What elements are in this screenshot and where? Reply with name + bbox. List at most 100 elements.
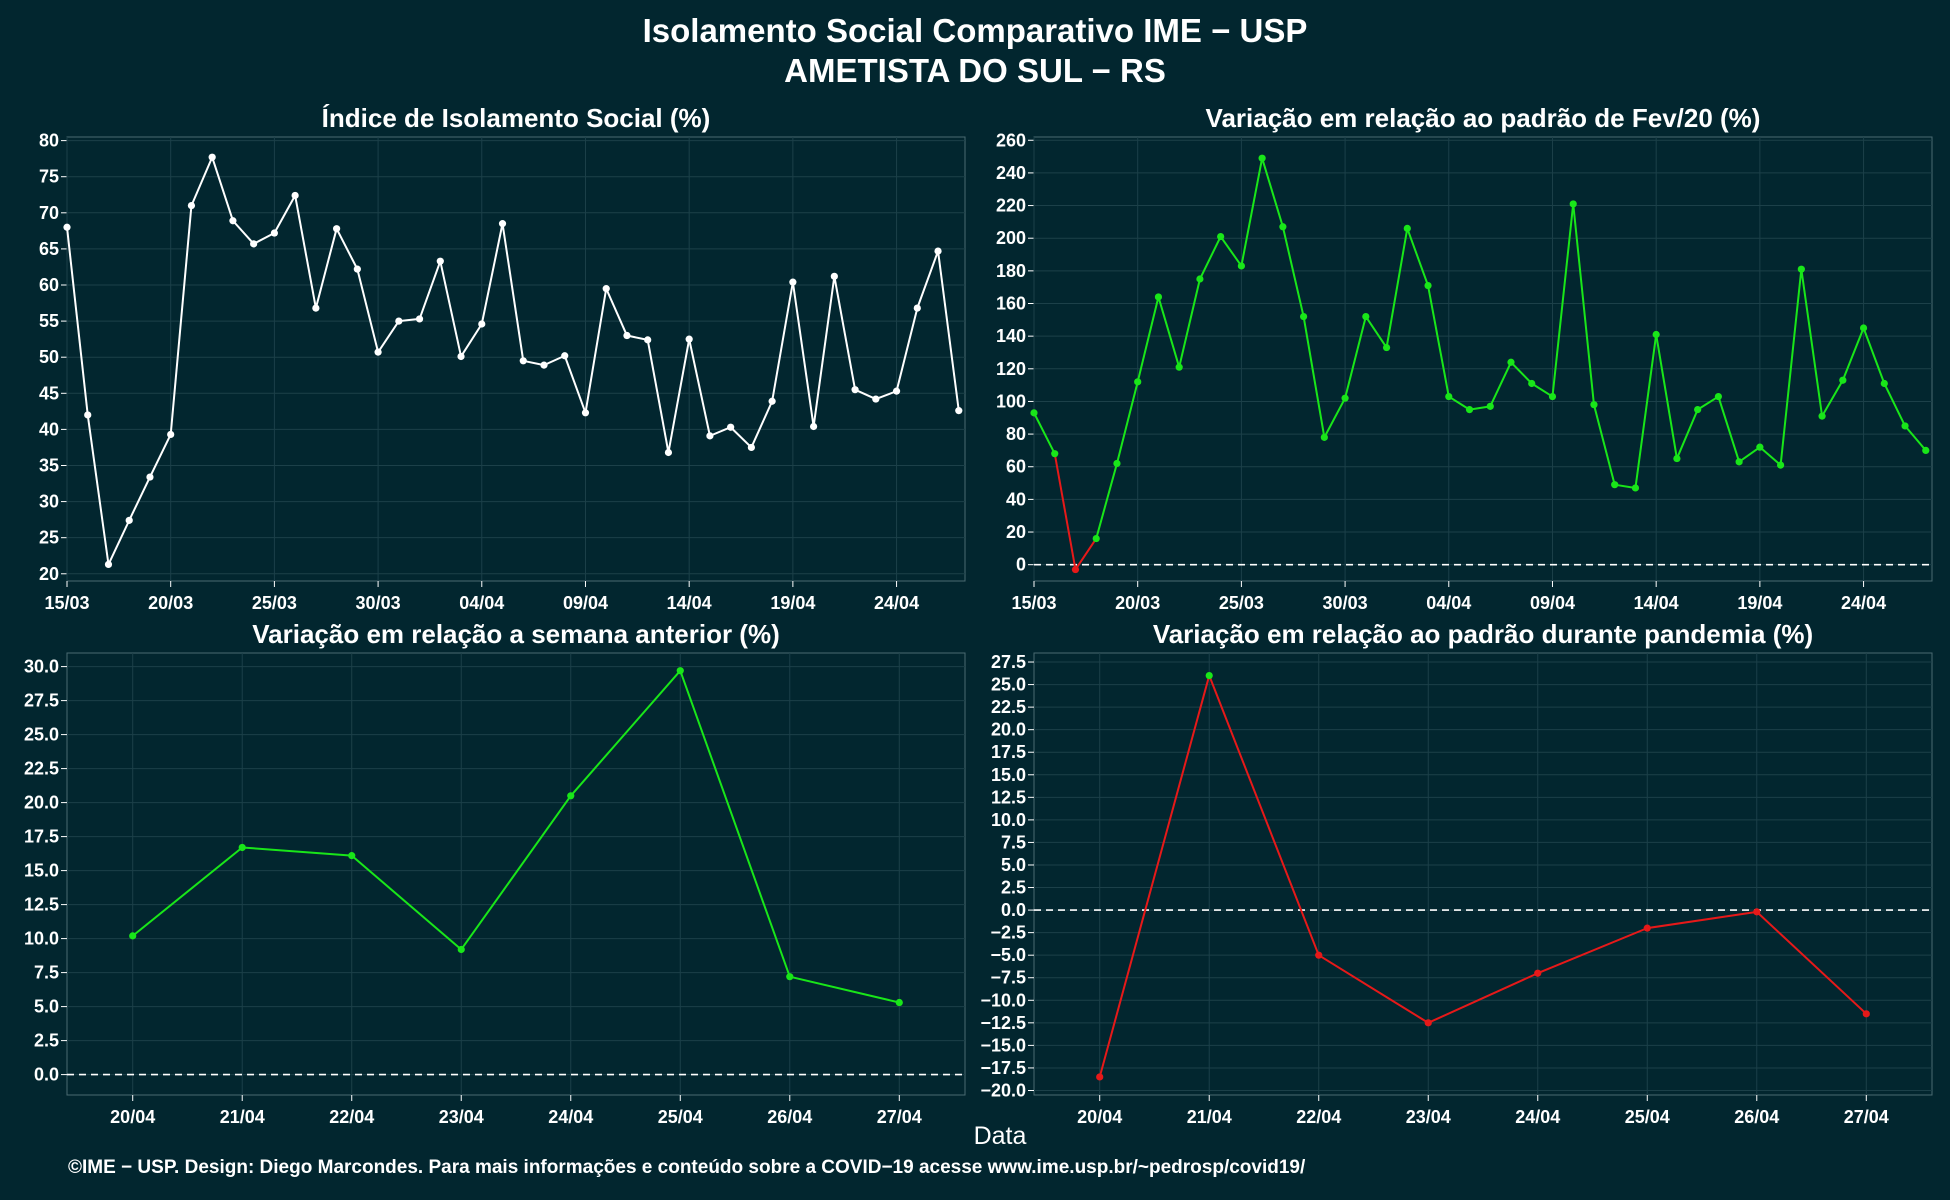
x-tick-label: 22/04 bbox=[1296, 1107, 1341, 1127]
series-segment bbox=[86, 414, 110, 565]
data-point bbox=[567, 792, 575, 800]
series-segment bbox=[1537, 927, 1648, 975]
x-tick-label: 22/04 bbox=[329, 1107, 374, 1127]
data-point bbox=[333, 225, 341, 233]
series-segment bbox=[1344, 316, 1367, 399]
data-point bbox=[1631, 484, 1640, 492]
data-point bbox=[1445, 392, 1453, 401]
data-point bbox=[1175, 363, 1183, 371]
x-tick-label: 14/04 bbox=[1634, 593, 1679, 613]
series-segment bbox=[232, 220, 255, 245]
data-point bbox=[208, 153, 216, 161]
data-point bbox=[1569, 200, 1577, 208]
y-tick-label: 35 bbox=[39, 455, 59, 475]
series-segment bbox=[1199, 236, 1222, 280]
y-tick-label: 2.5 bbox=[1001, 878, 1026, 898]
series-segment bbox=[1448, 395, 1471, 411]
series-segment bbox=[1759, 446, 1782, 466]
data-point bbox=[1611, 481, 1619, 489]
data-point bbox=[1652, 330, 1660, 339]
data-point bbox=[561, 352, 569, 360]
series-segment bbox=[1364, 316, 1388, 349]
series-segment bbox=[149, 434, 172, 478]
x-tick-label: 20/04 bbox=[1077, 1107, 1122, 1127]
data-point bbox=[1424, 281, 1432, 290]
data-point bbox=[851, 386, 859, 394]
data-point bbox=[1818, 412, 1826, 420]
y-tick-label: 100 bbox=[996, 391, 1026, 411]
series-segment bbox=[1427, 972, 1539, 1024]
data-point bbox=[498, 220, 507, 228]
y-tick-label: 220 bbox=[996, 196, 1026, 216]
series-segment bbox=[1157, 296, 1181, 368]
series-segment bbox=[1385, 228, 1409, 348]
data-point bbox=[1548, 392, 1557, 401]
data-point bbox=[664, 448, 673, 457]
data-point bbox=[706, 432, 714, 440]
series-segment bbox=[501, 223, 525, 361]
series-segment bbox=[709, 426, 732, 437]
x-tick-label: 27/04 bbox=[877, 1107, 922, 1127]
y-tick-label: 20 bbox=[39, 564, 59, 584]
y-tick-label: 65 bbox=[39, 239, 59, 259]
data-point bbox=[1922, 446, 1930, 455]
footer-credits: ©IME − USP. Design: Diego Marcondes. Par… bbox=[68, 1157, 1306, 1178]
series-segment bbox=[1219, 235, 1243, 267]
series-segment bbox=[1053, 453, 1077, 570]
data-point bbox=[1859, 324, 1868, 332]
series-segment bbox=[1697, 395, 1719, 411]
y-tick-label: 30.0 bbox=[24, 657, 59, 677]
data-point bbox=[789, 278, 797, 286]
series-segment bbox=[646, 339, 670, 453]
series-segment bbox=[771, 281, 794, 402]
series-segment bbox=[1033, 412, 1056, 455]
y-tick-label: 40 bbox=[1006, 489, 1026, 509]
data-point bbox=[1507, 358, 1515, 366]
data-point bbox=[353, 265, 361, 273]
series-segment bbox=[1738, 446, 1761, 463]
series-segment bbox=[1136, 296, 1160, 383]
data-point bbox=[1237, 262, 1245, 270]
y-tick-label: 50 bbox=[39, 347, 59, 367]
x-tick-label: 20/03 bbox=[1115, 593, 1160, 613]
chart-title: Variação em relação a semana anterior (%… bbox=[252, 619, 780, 649]
data-point bbox=[1113, 459, 1121, 468]
series-segment bbox=[242, 846, 352, 857]
series-segment bbox=[543, 354, 566, 367]
data-point bbox=[104, 560, 113, 568]
series-segment bbox=[791, 281, 815, 427]
x-tick-label: 15/03 bbox=[1011, 593, 1056, 613]
y-tick-label: 30 bbox=[39, 492, 59, 512]
data-point bbox=[229, 217, 237, 225]
x-tick-label: 20/04 bbox=[110, 1107, 155, 1127]
data-point bbox=[1030, 409, 1038, 417]
series-segment bbox=[1551, 203, 1575, 397]
y-tick-label: 20 bbox=[1006, 522, 1026, 542]
series-segment bbox=[789, 975, 900, 1004]
data-point bbox=[810, 422, 818, 431]
series-segment bbox=[1240, 158, 1264, 267]
y-tick-label: −5.0 bbox=[990, 945, 1026, 965]
data-point bbox=[768, 397, 776, 405]
data-point bbox=[1880, 379, 1888, 388]
series-segment bbox=[1655, 334, 1678, 459]
data-point bbox=[84, 411, 92, 419]
data-point bbox=[602, 285, 610, 293]
y-tick-label: 200 bbox=[996, 228, 1026, 248]
series-segment bbox=[1634, 334, 1658, 489]
series-segment bbox=[66, 227, 89, 416]
series-segment bbox=[1115, 381, 1139, 464]
series-segment bbox=[833, 276, 857, 390]
data-point bbox=[125, 516, 133, 524]
y-tick-label: −12.5 bbox=[980, 1013, 1026, 1033]
x-tick-label: 25/04 bbox=[1625, 1107, 1670, 1127]
series-segment bbox=[1095, 463, 1118, 539]
y-tick-label: 0.0 bbox=[34, 1065, 59, 1085]
y-tick-label: 25.0 bbox=[991, 675, 1026, 695]
data-point bbox=[1403, 224, 1411, 233]
y-tick-label: 17.5 bbox=[24, 827, 59, 847]
data-point bbox=[1862, 1010, 1870, 1018]
data-point bbox=[250, 240, 258, 248]
